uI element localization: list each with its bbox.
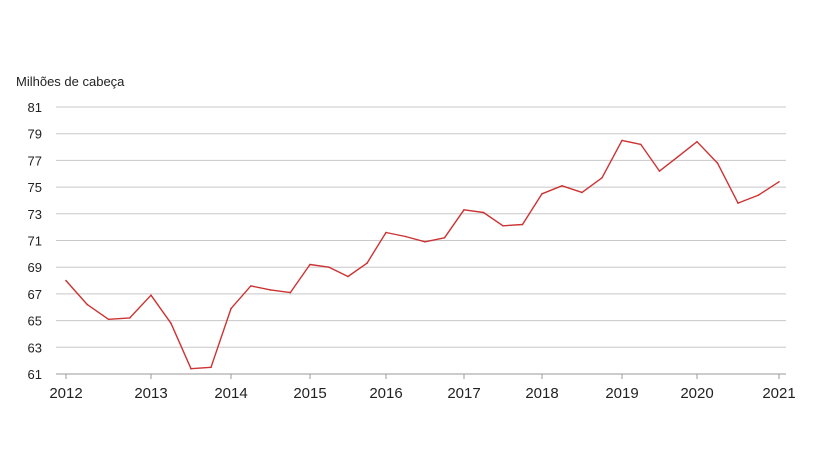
data-point — [502, 225, 504, 227]
x-tick-label: 2017 — [447, 385, 480, 402]
data-point — [210, 366, 212, 369]
data-point — [230, 307, 232, 310]
x-tick-label: 2015 — [293, 385, 326, 402]
data-point — [107, 318, 110, 321]
data-point — [250, 285, 252, 287]
x-tick-label: 2018 — [525, 385, 558, 402]
data-point — [737, 202, 739, 204]
y-axis-label: Milhões de cabeça — [16, 74, 125, 89]
data-point — [482, 211, 485, 214]
x-tick-label: 2020 — [680, 385, 713, 402]
y-tick-label: 67 — [28, 287, 42, 302]
data-point — [289, 291, 292, 294]
x-tick-label: 2013 — [134, 385, 167, 402]
data-point — [65, 279, 67, 282]
data-point — [86, 303, 89, 306]
x-tick-label: 2014 — [214, 385, 247, 402]
data-point — [385, 231, 387, 234]
y-tick-label: 65 — [28, 314, 42, 329]
data-point — [601, 177, 603, 179]
data-point — [561, 185, 563, 187]
y-tick-label: 75 — [28, 180, 42, 195]
y-tick-label: 79 — [28, 127, 42, 142]
data-point — [129, 317, 131, 319]
data-point — [757, 194, 760, 196]
data-point — [150, 294, 152, 297]
data-point — [463, 209, 465, 211]
data-point — [677, 155, 680, 158]
data-point — [658, 170, 661, 172]
series-line — [65, 139, 780, 370]
data-point — [424, 241, 426, 243]
x-tick-label: 2016 — [369, 385, 402, 402]
data-point — [716, 162, 719, 164]
data-point — [581, 191, 583, 194]
data-point — [778, 181, 780, 183]
data-point — [621, 139, 623, 142]
y-tick-label: 71 — [28, 234, 42, 249]
data-point — [366, 262, 368, 265]
y-tick-label: 77 — [28, 153, 42, 168]
series-layer — [65, 139, 780, 370]
x-axis-ticks: 2012 2013 2014 2015 2016 2017 2018 2019 2020 2021 — [49, 374, 796, 402]
x-tick-label: 2019 — [605, 385, 638, 402]
x-tick-label: 2012 — [49, 385, 82, 402]
data-point — [309, 263, 311, 266]
data-point — [190, 367, 192, 370]
data-point — [328, 266, 330, 269]
data-point — [443, 237, 446, 239]
x-tick-label: 2021 — [762, 385, 795, 402]
data-point — [521, 223, 524, 226]
data-point — [640, 143, 642, 146]
data-point — [541, 193, 543, 195]
y-tick-label: 63 — [28, 340, 42, 355]
data-point — [404, 235, 407, 238]
y-axis-ticks: 61 63 65 67 69 71 73 75 77 79 81 — [28, 100, 42, 382]
y-tick-label: 69 — [28, 260, 42, 275]
data-point — [269, 289, 272, 291]
y-tick-label: 61 — [28, 367, 42, 382]
data-point — [347, 275, 349, 278]
y-tick-label: 73 — [28, 207, 42, 222]
data-point — [170, 322, 172, 325]
data-point — [696, 140, 698, 143]
y-tick-label: 81 — [28, 100, 42, 115]
